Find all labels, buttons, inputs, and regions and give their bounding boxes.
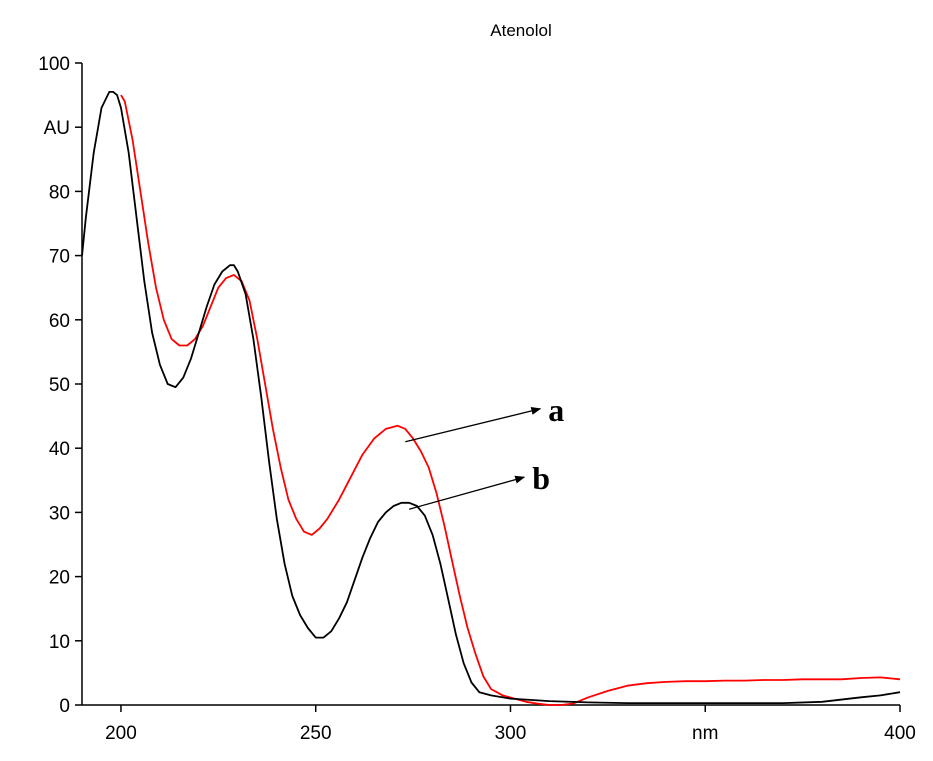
x-tick-label: nm <box>692 723 718 744</box>
annotation-label-b: b <box>532 460 550 496</box>
series-lines <box>81 91 901 706</box>
chart-title: Atenolol <box>490 21 551 40</box>
annotation-label-a: a <box>548 392 564 428</box>
y-tick-label: 0 <box>59 696 70 717</box>
x-tick-label: 200 <box>105 723 137 744</box>
y-tick-label: 100 <box>38 54 70 75</box>
x-axis: 200 250 300 nm 400 <box>82 704 916 744</box>
y-tick-label: 30 <box>49 503 70 524</box>
annotation-arrow-b <box>409 475 526 510</box>
y-tick-label: 50 <box>49 375 70 396</box>
series-line-b <box>81 91 901 704</box>
y-tick-label: 40 <box>49 439 70 460</box>
y-tick-label: 80 <box>49 182 70 203</box>
x-tick-label: 400 <box>884 723 916 744</box>
y-tick-label: 70 <box>49 247 70 268</box>
series-line-a <box>120 94 901 706</box>
y-tick-label: AU <box>44 118 70 139</box>
y-tick-label: 10 <box>49 632 70 653</box>
annotation-arrow-a <box>405 407 542 443</box>
y-tick-label: 20 <box>49 568 70 589</box>
x-tick-label: 250 <box>300 723 332 744</box>
y-tick-label: 60 <box>49 311 70 332</box>
x-tick-label: 300 <box>495 723 527 744</box>
annotations: ab <box>405 392 564 510</box>
